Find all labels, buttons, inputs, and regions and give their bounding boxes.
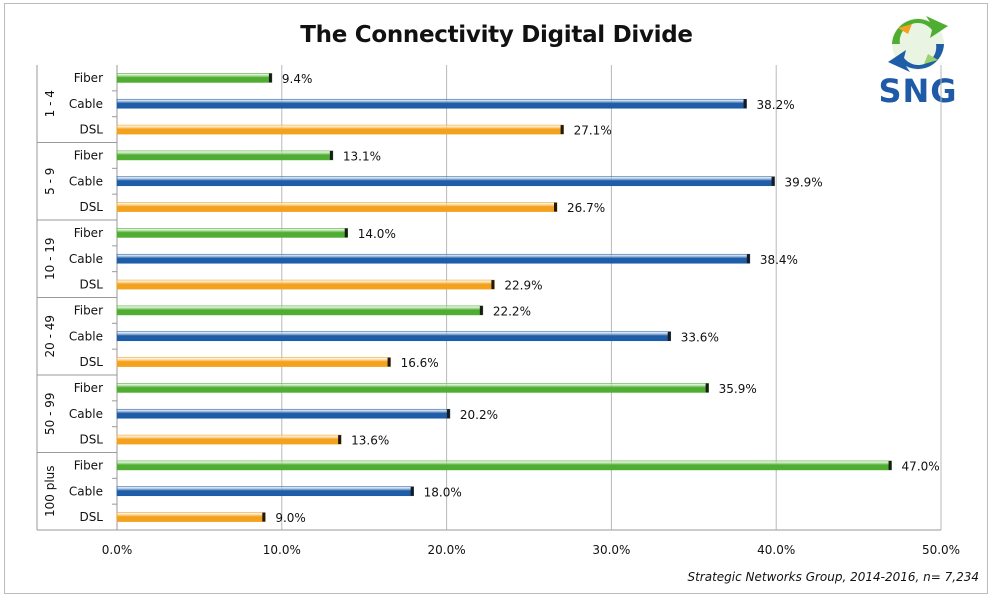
bar-end-cap (387, 357, 391, 367)
bar-end-cap (410, 486, 414, 496)
source-note: Strategic Networks Group, 2014-2016, n= … (687, 570, 979, 584)
bar-end-cap (344, 228, 348, 238)
bar-fiber (116, 73, 273, 83)
bar-end-cap (338, 435, 342, 445)
x-tick-label: 50.0% (922, 543, 960, 557)
bar-fiber (116, 305, 484, 316)
data-label: 14.0% (358, 227, 396, 241)
bar-end-cap (743, 99, 747, 109)
bar-cable (116, 253, 751, 264)
category-label: DSL (79, 123, 103, 137)
x-tick-label: 20.0% (428, 543, 466, 557)
bar-dsl (116, 279, 495, 290)
bar-dsl (116, 434, 342, 445)
category-label: Fiber (74, 381, 103, 395)
data-label: 38.2% (757, 98, 795, 112)
bar-end-cap (268, 73, 272, 83)
x-tick-label: 10.0% (263, 543, 301, 557)
group-label: 10 - 19 (43, 238, 57, 281)
data-label: 27.1% (574, 124, 612, 138)
bar-dsl (116, 124, 564, 135)
category-label: Fiber (74, 71, 103, 85)
bar-end-cap (560, 125, 564, 135)
bar-end-cap (888, 460, 892, 470)
group-label: 1 - 4 (43, 90, 57, 117)
bar-end-cap (705, 383, 709, 393)
data-label: 22.9% (504, 279, 542, 293)
group-label: 100 plus (43, 465, 57, 517)
bar-end-cap (479, 305, 483, 315)
category-label: Cable (69, 252, 103, 266)
category-label: Fiber (74, 303, 103, 317)
category-label: DSL (79, 433, 103, 447)
data-label: 18.0% (424, 485, 462, 499)
data-label: 39.9% (785, 175, 823, 189)
data-label: 13.1% (343, 149, 381, 163)
bar-fiber (116, 228, 349, 238)
bar-end-cap (554, 202, 558, 212)
data-label: 26.7% (567, 201, 605, 215)
chart-title: The Connectivity Digital Divide (300, 22, 693, 48)
bar-fiber (116, 383, 709, 393)
bar-end-cap (667, 331, 671, 341)
data-label: 9.4% (282, 72, 313, 86)
x-tick-label: 40.0% (757, 543, 795, 557)
data-label: 13.6% (351, 434, 389, 448)
bar-cable (116, 98, 747, 109)
data-label: 35.9% (719, 382, 757, 396)
category-label: DSL (79, 355, 103, 369)
bar-end-cap (446, 409, 450, 419)
bar-dsl (116, 512, 266, 522)
logo-text: SNG (878, 72, 958, 110)
category-label: Fiber (74, 148, 103, 162)
bar-dsl (116, 202, 558, 212)
sng-logo: SNG (868, 14, 968, 114)
bar-dsl (116, 357, 391, 367)
data-label: 33.6% (681, 330, 719, 344)
data-label: 22.2% (493, 304, 531, 318)
category-label: Fiber (74, 458, 103, 472)
recycle-arrows-icon (888, 16, 948, 72)
category-label: Cable (69, 329, 103, 343)
group-label: 50 - 99 (43, 393, 57, 436)
data-label: 9.0% (275, 511, 306, 525)
data-label: 47.0% (902, 459, 940, 473)
category-label: DSL (79, 200, 103, 214)
group-label: 20 - 49 (43, 315, 57, 358)
bar-end-cap (491, 280, 495, 290)
bar-fiber (116, 460, 892, 471)
data-label: 38.4% (760, 253, 798, 267)
x-tick-label: 0.0% (102, 543, 133, 557)
bar-cable (116, 408, 451, 419)
category-label: DSL (79, 510, 103, 524)
group-label: 5 - 9 (43, 168, 57, 195)
category-label: DSL (79, 278, 103, 292)
bar-end-cap (771, 176, 775, 186)
bar-end-cap (746, 254, 750, 264)
category-label: Cable (69, 484, 103, 498)
category-label: Cable (69, 97, 103, 111)
bar-cable (116, 486, 414, 497)
data-label: 16.6% (401, 356, 439, 370)
bar-end-cap (262, 512, 266, 522)
bar-cable (116, 176, 775, 187)
category-label: Fiber (74, 226, 103, 240)
bar-cable (116, 331, 672, 342)
bar-fiber (116, 150, 334, 161)
category-label: Cable (69, 407, 103, 421)
bar-end-cap (329, 150, 333, 160)
x-tick-label: 30.0% (592, 543, 630, 557)
category-label: Cable (69, 174, 103, 188)
data-label: 20.2% (460, 408, 498, 422)
